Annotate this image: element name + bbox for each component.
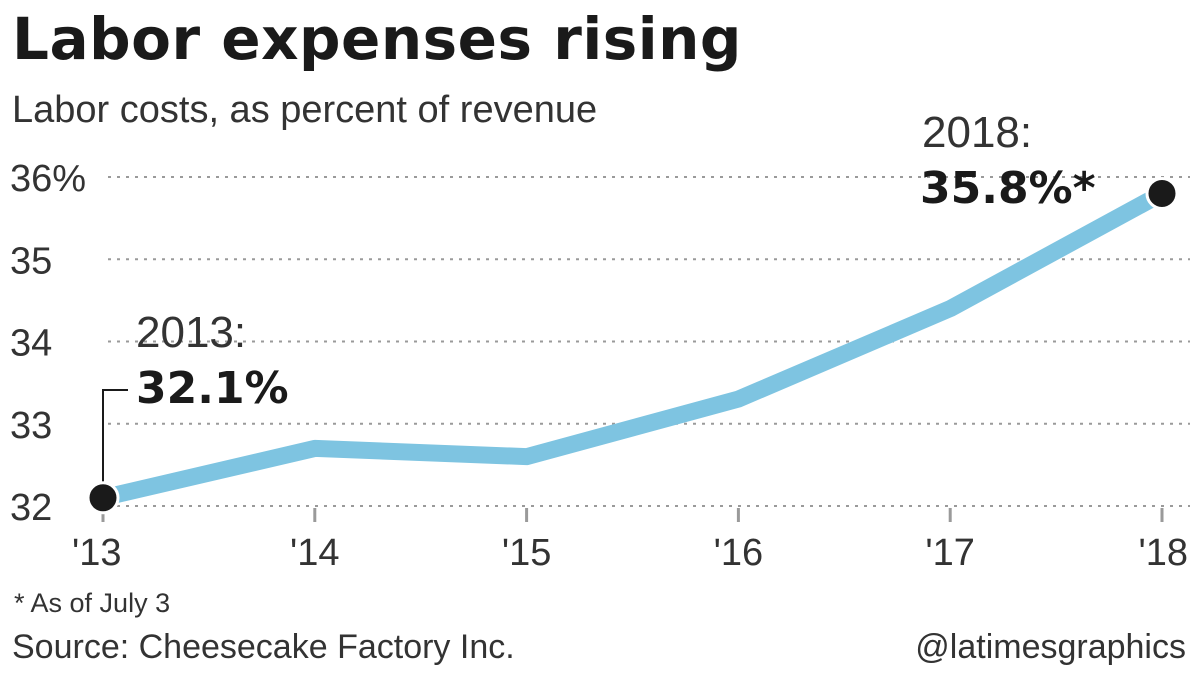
- chart-subtitle: Labor costs, as percent of revenue: [12, 89, 598, 131]
- x-tick-label: '17: [925, 532, 975, 574]
- y-tick-label: 32: [10, 487, 52, 529]
- chart-title: Labor expenses rising: [12, 5, 742, 73]
- annotation-2013-year: 2013:: [136, 308, 246, 357]
- x-axis-ticks: [101, 508, 1164, 522]
- y-tick-label: 33: [10, 405, 52, 447]
- gridlines: [108, 176, 1190, 507]
- data-markers: [86, 176, 1179, 515]
- source-line: Source: Cheesecake Factory Inc.: [12, 628, 515, 666]
- leader-line-2013: [102, 389, 128, 482]
- footnote: * As of July 3: [14, 588, 171, 618]
- data-point-marker: [86, 481, 120, 515]
- x-tick-label: '13: [72, 532, 122, 574]
- series-polyline: [94, 184, 1171, 507]
- x-tick-label: '18: [1138, 532, 1188, 574]
- annotation-2013-value: 32.1%: [136, 363, 289, 414]
- y-tick-label: 36%: [10, 158, 86, 200]
- y-axis-labels: 32 33 34 35 36%: [10, 158, 86, 529]
- x-axis-labels: '13 '14 '15 '16 '17 '18: [72, 532, 1188, 574]
- series-line: [94, 184, 1171, 507]
- x-tick-label: '16: [714, 532, 764, 574]
- y-tick-label: 34: [10, 323, 52, 365]
- credit-line: @latimesgraphics: [915, 628, 1186, 666]
- annotation-leader: [102, 389, 128, 482]
- annotations: 2013: 32.1% 2018: 35.8%*: [136, 108, 1096, 414]
- x-tick-label: '14: [290, 532, 340, 574]
- y-tick-label: 35: [10, 240, 52, 282]
- annotation-2018-year: 2018:: [922, 108, 1032, 157]
- x-tick-label: '15: [502, 532, 552, 574]
- data-point-marker: [1145, 176, 1179, 210]
- annotation-2018-value: 35.8%*: [920, 163, 1096, 214]
